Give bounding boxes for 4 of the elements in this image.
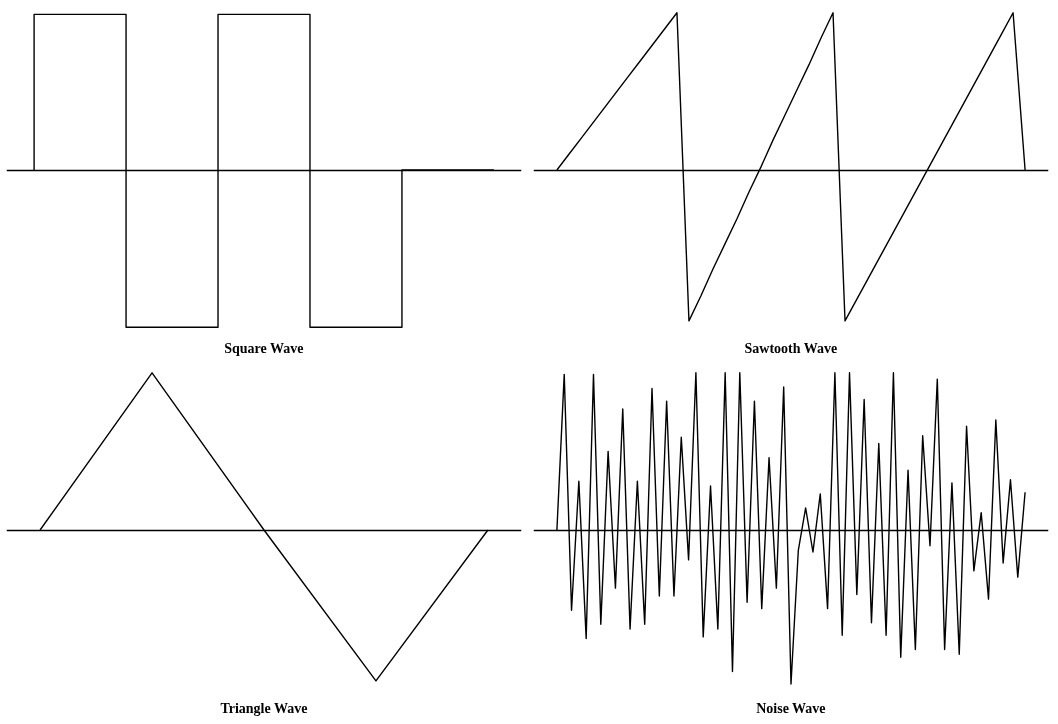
text: Triangle Wave bbox=[220, 700, 308, 716]
text: Square Wave bbox=[224, 340, 304, 356]
text: Noise Wave bbox=[756, 700, 826, 716]
text: Sawtooth Wave bbox=[744, 340, 838, 356]
